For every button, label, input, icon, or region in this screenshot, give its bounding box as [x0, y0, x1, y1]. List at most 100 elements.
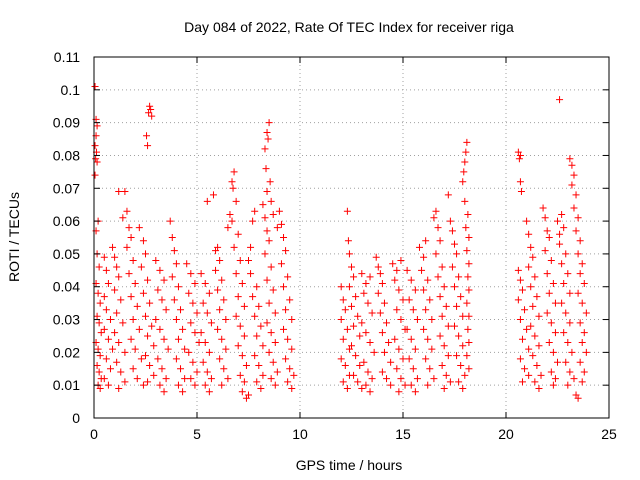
data-point: [463, 299, 471, 307]
data-point: [111, 286, 119, 294]
y-tick-label: 0.11: [54, 49, 80, 65]
y-tick-label: 0.1: [61, 82, 81, 98]
data-point: [547, 319, 555, 327]
data-point: [444, 322, 452, 330]
data-point: [572, 227, 580, 235]
data-point: [455, 378, 463, 386]
data-point: [96, 299, 104, 307]
data-point: [380, 348, 388, 356]
data-point: [514, 296, 522, 304]
data-point: [249, 293, 257, 301]
data-point: [574, 214, 582, 222]
data-point: [451, 322, 458, 330]
data-point: [267, 329, 275, 337]
data-points: [91, 83, 590, 402]
data-point: [430, 375, 438, 383]
y-tick-label: 0.02: [53, 344, 80, 360]
data-point: [568, 181, 576, 189]
data-point: [228, 178, 236, 186]
data-point: [135, 325, 143, 333]
data-point: [566, 319, 574, 327]
data-point: [465, 286, 473, 294]
data-point: [343, 384, 351, 392]
data-point: [115, 384, 123, 392]
data-point: [368, 375, 376, 383]
data-point: [341, 361, 349, 369]
data-point: [453, 250, 461, 258]
data-point: [172, 355, 180, 363]
data-point: [393, 266, 401, 274]
data-point: [109, 345, 117, 353]
data-point: [170, 247, 178, 255]
data-point: [152, 256, 160, 264]
data-point: [102, 266, 110, 274]
y-tick-label: 0.06: [53, 213, 80, 229]
data-point: [545, 289, 553, 297]
data-point: [464, 273, 472, 281]
data-point: [378, 279, 386, 287]
data-point: [280, 325, 288, 333]
data-point: [154, 355, 162, 363]
data-point: [263, 276, 271, 284]
data-point: [216, 306, 224, 314]
y-tick-label: 0.04: [53, 279, 80, 295]
data-point: [273, 368, 281, 376]
data-point: [399, 355, 407, 363]
data-point: [337, 316, 345, 324]
data-point: [576, 319, 584, 327]
data-point: [533, 361, 541, 369]
data-point: [374, 289, 382, 297]
data-point: [191, 381, 199, 389]
data-point: [142, 250, 149, 258]
data-point: [543, 270, 551, 278]
data-point: [232, 312, 240, 320]
data-point: [269, 286, 277, 294]
data-point: [426, 296, 434, 304]
x-tick-label: 20: [498, 426, 514, 442]
grid-lines: [94, 57, 609, 418]
y-tick-label: 0: [72, 410, 80, 426]
data-point: [420, 253, 428, 261]
data-point: [395, 388, 403, 396]
data-point: [156, 266, 164, 274]
data-point: [172, 260, 180, 268]
data-point: [245, 256, 252, 264]
data-point: [420, 286, 428, 294]
data-point: [343, 325, 351, 333]
data-point: [364, 368, 372, 376]
data-point: [119, 319, 127, 327]
data-point: [448, 227, 456, 235]
data-point: [218, 335, 226, 343]
data-point: [109, 243, 117, 251]
data-point: [240, 378, 248, 386]
data-point: [257, 384, 265, 392]
data-point: [232, 197, 240, 205]
data-point: [556, 230, 564, 238]
data-point: [463, 247, 471, 255]
y-tick-label: 0.05: [53, 246, 80, 262]
data-point: [518, 335, 526, 343]
data-point: [93, 122, 101, 130]
data-point: [525, 345, 533, 353]
data-point: [259, 201, 267, 209]
data-point: [172, 316, 180, 324]
data-point: [516, 151, 524, 159]
data-point: [453, 302, 461, 310]
data-point: [436, 237, 444, 245]
data-point: [154, 286, 162, 294]
data-point: [242, 361, 250, 369]
data-point: [354, 378, 362, 386]
data-point: [523, 217, 531, 225]
data-point: [282, 355, 290, 363]
data-point: [442, 371, 450, 379]
data-point: [345, 283, 353, 291]
data-point: [568, 348, 576, 356]
data-point: [428, 345, 436, 353]
data-point: [265, 119, 273, 127]
data-point: [405, 355, 413, 363]
data-point: [144, 332, 152, 340]
data-point: [378, 368, 386, 376]
data-point: [269, 358, 277, 366]
data-point: [135, 224, 143, 232]
data-point: [424, 381, 432, 389]
